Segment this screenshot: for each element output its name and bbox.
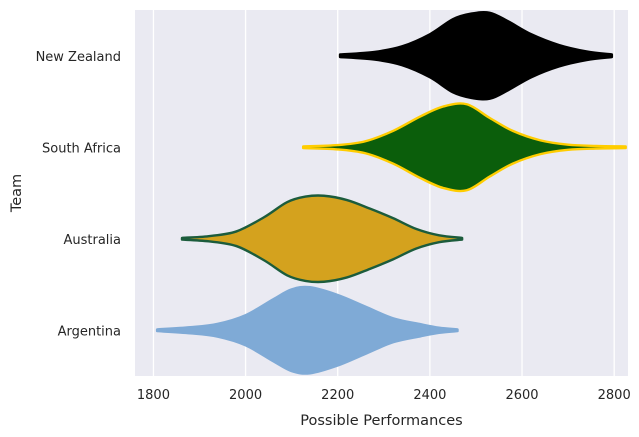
x-tick-1800: 1800	[137, 388, 170, 403]
violin-argentina	[155, 285, 459, 375]
y-category-argentina: Argentina	[58, 324, 121, 339]
x-tick-labels: 1800 2000 2200 2400 2600 2800	[137, 388, 631, 403]
y-axis-title: Team	[9, 174, 25, 213]
x-axis-title: Possible Performances	[300, 413, 462, 429]
x-tick-2800: 2800	[598, 388, 631, 403]
violin-new-zealand	[338, 10, 614, 101]
x-tick-2200: 2200	[321, 388, 354, 403]
y-category-labels: New Zealand South Africa Australia Argentin…	[36, 50, 121, 340]
violin-south-africa	[301, 102, 627, 193]
y-category-australia: Australia	[63, 233, 121, 248]
violin-australia	[180, 194, 464, 284]
x-tick-2400: 2400	[413, 388, 446, 403]
y-category-south-africa: South Africa	[42, 141, 121, 156]
violins	[155, 10, 627, 375]
x-tick-2600: 2600	[505, 388, 538, 403]
y-category-new-zealand: New Zealand	[36, 50, 121, 65]
x-tick-2000: 2000	[229, 388, 262, 403]
